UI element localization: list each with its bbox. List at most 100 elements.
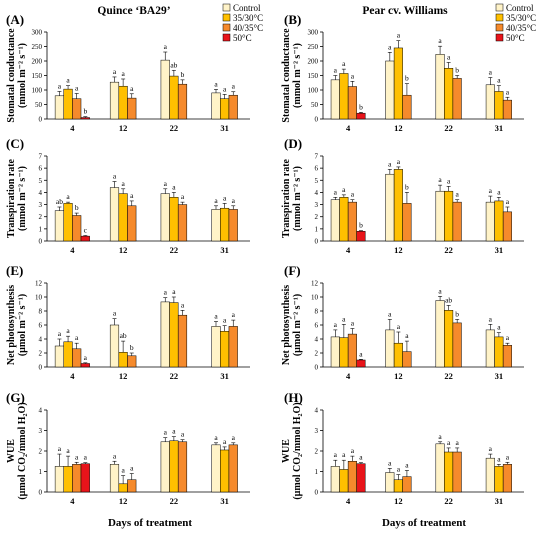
bar-control-day-22 xyxy=(160,301,170,368)
significance-label: b xyxy=(455,66,459,75)
bar-35-30-c-day-4 xyxy=(339,197,349,242)
significance-label: a xyxy=(66,192,70,201)
y-tick-label: 6 xyxy=(315,165,319,173)
panel-label: (A) xyxy=(6,12,24,27)
y-tick-label: 250 xyxy=(32,43,43,51)
significance-label: a xyxy=(397,322,401,331)
y-axis-title: Stomatal conductance(mmol m⁻² s⁻¹) xyxy=(281,28,303,123)
bar-50-c-day-4 xyxy=(80,117,90,120)
bar-control-day-22 xyxy=(160,441,170,493)
significance-label: a xyxy=(506,87,510,96)
significance-label: b xyxy=(83,107,87,116)
significance-label: a xyxy=(232,310,236,319)
significance-label: a xyxy=(447,52,451,61)
significance-label: a xyxy=(438,286,442,295)
significance-label: b xyxy=(181,70,185,79)
bar-50-c-day-4 xyxy=(356,463,366,493)
significance-label: a xyxy=(405,460,409,469)
bar-35-30-c-day-4 xyxy=(339,73,349,120)
bar-control-day-12 xyxy=(385,173,395,242)
significance-label: a xyxy=(342,314,346,323)
significance-label: a xyxy=(172,182,176,191)
x-category-label: 4 xyxy=(346,371,351,381)
bar-35-30-c-day-31 xyxy=(220,331,230,368)
significance-label: a xyxy=(438,36,442,45)
panel-label: (E) xyxy=(6,263,23,278)
x-category-label: 22 xyxy=(170,245,179,255)
bar-35-30-c-day-22 xyxy=(444,310,454,368)
x-category-label: 12 xyxy=(394,123,403,133)
x-category-label: 12 xyxy=(119,371,128,381)
y-tick-label: 200 xyxy=(32,58,43,66)
bar-50-c-day-4 xyxy=(356,359,366,368)
bar-control-day-4 xyxy=(330,466,340,493)
bar-40-35-c-day-22 xyxy=(177,441,188,493)
bar-50-c-day-4 xyxy=(356,231,366,242)
x-category-label: 12 xyxy=(119,496,128,506)
significance-label: a xyxy=(447,438,451,447)
bar-control-day-31 xyxy=(211,92,221,120)
significance-label: a xyxy=(342,450,346,459)
y-axis-title-line: Net photosynthesis xyxy=(281,285,292,365)
x-category-label: 31 xyxy=(220,496,229,506)
x-category-label: 22 xyxy=(444,371,453,381)
significance-label: b xyxy=(359,221,363,230)
significance-label: a xyxy=(334,320,338,329)
y-tick-label: 4 xyxy=(315,336,319,344)
y-axis-title: Net photosynthesis(µmol m⁻² s⁻¹) xyxy=(6,285,28,365)
significance-label: a xyxy=(113,67,117,76)
significance-label: a xyxy=(223,193,227,202)
significance-label: a xyxy=(334,450,338,459)
significance-label: ab xyxy=(445,295,452,304)
y-tick-label: 6 xyxy=(39,322,43,330)
significance-label: ab xyxy=(170,60,177,69)
x-axis-title-right: Days of treatment xyxy=(382,517,466,529)
x-category-label: 12 xyxy=(119,245,128,255)
bar-35-30-c-day-12 xyxy=(118,85,128,120)
y-tick-label: 10 xyxy=(35,294,43,302)
y-tick-label: 5 xyxy=(315,177,319,185)
y-axis-title-line: (µmol m⁻² s⁻¹) xyxy=(17,294,28,356)
significance-label: a xyxy=(223,84,227,93)
legend-label-40-35-c: 40/35°C xyxy=(506,23,536,33)
bar-40-35-c-day-31 xyxy=(228,326,238,368)
x-category-label: 4 xyxy=(346,245,351,255)
significance-label: a xyxy=(130,84,134,93)
legend-swatch-35-30-c xyxy=(222,13,231,22)
y-tick-label: 100 xyxy=(32,87,43,95)
panel-label: (H) xyxy=(284,390,303,405)
y-tick-label: 2 xyxy=(315,213,319,221)
significance-label: a xyxy=(66,446,70,455)
significance-label: a xyxy=(84,453,88,462)
y-tick-label: 2 xyxy=(315,350,319,358)
bar-35-30-c-day-4 xyxy=(339,469,349,493)
y-tick-label: 1 xyxy=(39,225,43,233)
significance-label: a xyxy=(342,185,346,194)
y-tick-label: 1 xyxy=(39,468,43,476)
panel-a: (A)Stomatal conductance(mmol m⁻² s⁻¹) 0 50… xyxy=(6,12,250,133)
significance-label: a xyxy=(489,186,493,195)
y-axis-title: WUE(µmol CO₂/mmol H₂O) xyxy=(6,402,28,499)
y-axis-title-line: Stomatal conductance xyxy=(281,28,292,123)
bar-control-day-12 xyxy=(109,464,120,493)
bar-50-c-day-4 xyxy=(356,112,366,120)
x-category-label: 4 xyxy=(346,496,351,506)
significance-label: a xyxy=(497,454,501,463)
significance-label: a xyxy=(351,446,355,455)
panel-label: (D) xyxy=(284,136,302,151)
bar-40-35-c-day-4 xyxy=(72,348,82,368)
significance-label: a xyxy=(113,451,117,460)
y-tick-label: 4 xyxy=(315,407,319,415)
y-axis-title: Net photosynthesis(µmol m⁻² s⁻¹) xyxy=(281,285,303,365)
y-axis-title-line: Net photosynthesis xyxy=(6,285,17,365)
bar-50-c-day-4 xyxy=(80,363,90,368)
legend-label-50-c: 50°C xyxy=(233,33,252,43)
bar-40-35-c-day-12 xyxy=(402,476,412,493)
bar-control-day-12 xyxy=(385,329,395,368)
bar-control-day-12 xyxy=(109,324,120,368)
significance-label: a xyxy=(214,196,218,205)
significance-label: a xyxy=(334,66,338,75)
significance-label: a xyxy=(397,31,401,40)
bar-35-30-c-day-22 xyxy=(169,302,179,368)
